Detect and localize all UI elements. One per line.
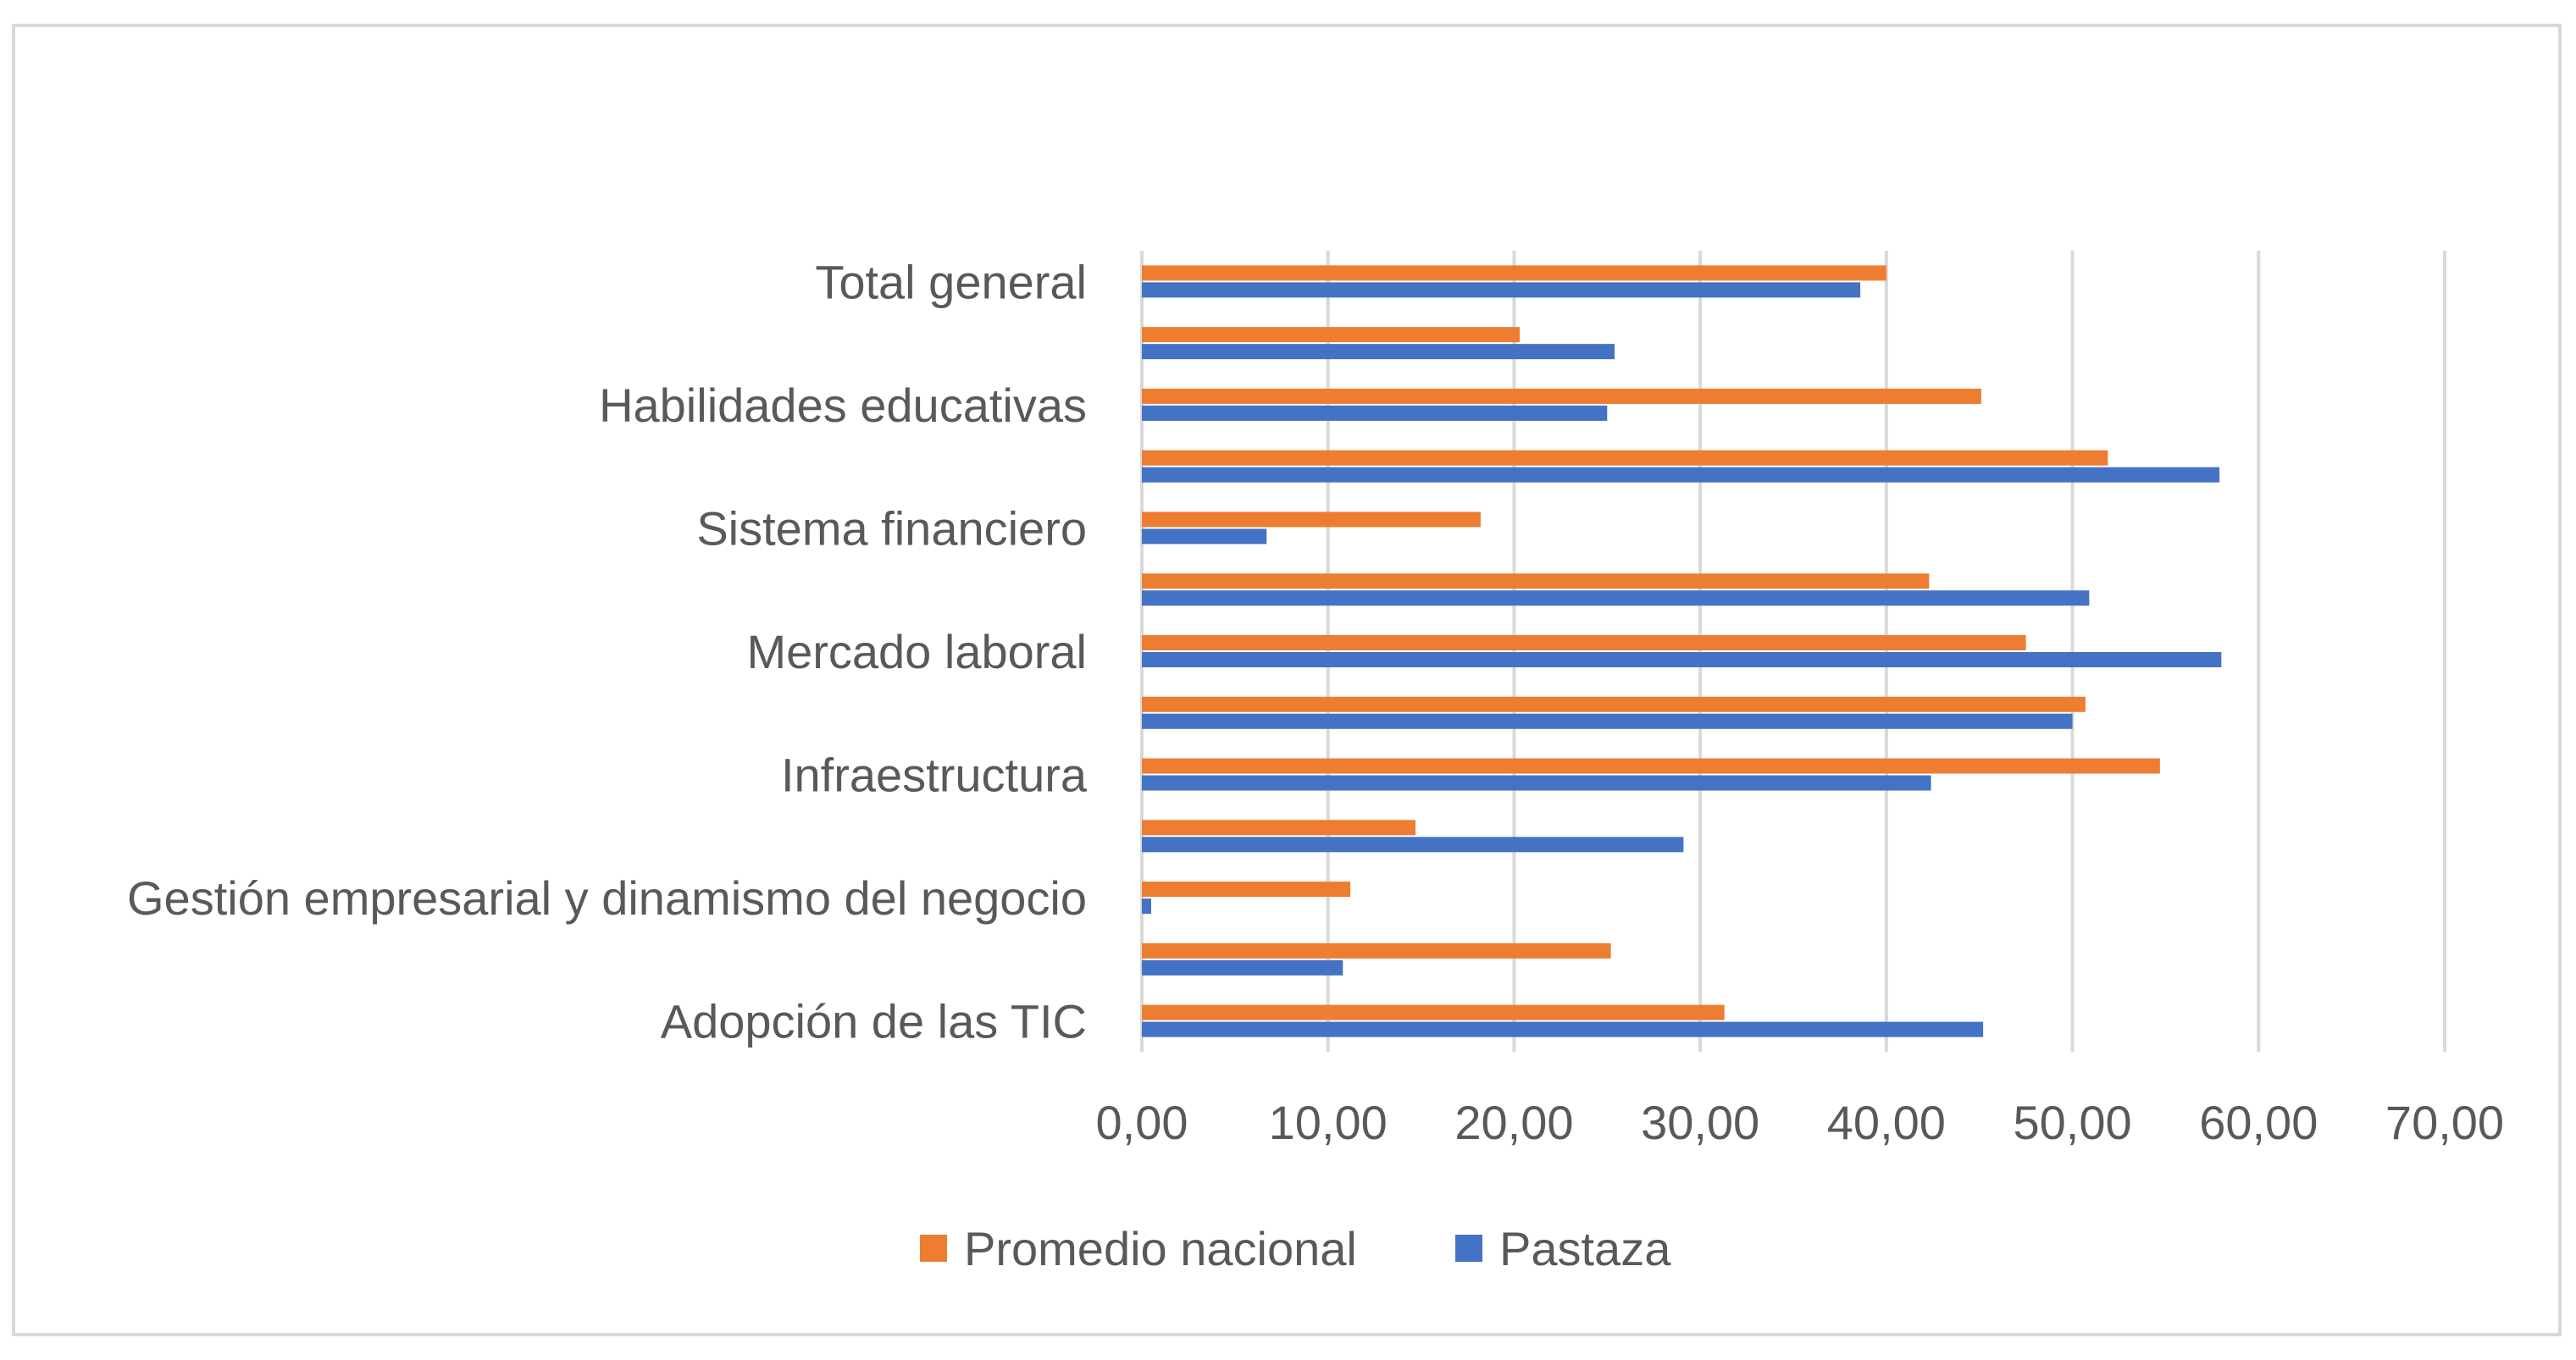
- legend: Promedio nacional Pastaza: [920, 1222, 1671, 1275]
- bar-promedio-nacional: [1142, 573, 1930, 589]
- bar-pastaza: [1142, 528, 1267, 545]
- bar-pastaza: [1142, 344, 1615, 360]
- bar-promedio-nacional: [1142, 696, 2086, 712]
- legend-swatch: [920, 1235, 947, 1262]
- bars: [1142, 265, 2222, 1037]
- category-label: Total general: [815, 255, 1087, 308]
- x-tick-label: 0,00: [1096, 1096, 1188, 1149]
- bar-promedio-nacional: [1142, 265, 1886, 281]
- bar-promedio-nacional: [1142, 758, 2160, 774]
- gridlines: [1140, 251, 2446, 1052]
- bar-pastaza: [1142, 405, 1608, 421]
- bar-pastaza: [1142, 282, 1861, 298]
- category-labels: Adopción de las TIC Gestión empresarial y…: [127, 255, 1088, 1048]
- x-tick-label: 20,00: [1454, 1096, 1573, 1149]
- x-tick-label: 50,00: [2014, 1096, 2132, 1149]
- bar-promedio-nacional: [1142, 327, 1521, 343]
- bar-promedio-nacional: [1142, 1004, 1725, 1020]
- bar-promedio-nacional: [1142, 511, 1481, 528]
- bar-promedio-nacional: [1142, 882, 1351, 898]
- category-label: Infraestructura: [781, 749, 1088, 802]
- bar-promedio-nacional: [1142, 450, 2108, 466]
- bar-pastaza: [1142, 713, 2073, 729]
- legend-label: Promedio nacional: [964, 1222, 1357, 1275]
- category-label: Gestión empresarial y dinamismo del nego…: [127, 871, 1087, 925]
- legend-label: Pastaza: [1499, 1222, 1671, 1275]
- bar-promedio-nacional: [1142, 820, 1415, 836]
- category-label: Adopción de las TIC: [661, 995, 1087, 1048]
- bar-promedio-nacional: [1142, 635, 2026, 650]
- category-label: Sistema financiero: [696, 501, 1087, 555]
- category-label: Mercado laboral: [746, 625, 1087, 678]
- bar-pastaza: [1142, 959, 1343, 976]
- bar-pastaza: [1142, 590, 2090, 606]
- x-tick-labels: 0,00 10,00 20,00 30,00 40,00 50,00 60,00 70,00: [1096, 1096, 2505, 1149]
- bar-pastaza: [1142, 775, 1931, 791]
- bar-pastaza: [1142, 898, 1151, 915]
- x-tick-label: 10,00: [1269, 1096, 1388, 1149]
- bar-promedio-nacional: [1142, 388, 1981, 404]
- bar-pastaza: [1142, 1021, 1984, 1037]
- x-tick-label: 40,00: [1827, 1096, 1946, 1149]
- legend-swatch: [1455, 1235, 1482, 1262]
- bar-pastaza: [1142, 467, 2220, 483]
- category-label: Habilidades educativas: [599, 379, 1087, 432]
- bar-pastaza: [1142, 837, 1684, 853]
- bar-pastaza: [1142, 652, 2222, 667]
- x-tick-label: 60,00: [2199, 1096, 2318, 1149]
- x-tick-label: 30,00: [1641, 1096, 1759, 1149]
- x-tick-label: 70,00: [2385, 1096, 2504, 1149]
- bar-promedio-nacional: [1142, 943, 1611, 959]
- chart-frame: [12, 24, 2562, 1336]
